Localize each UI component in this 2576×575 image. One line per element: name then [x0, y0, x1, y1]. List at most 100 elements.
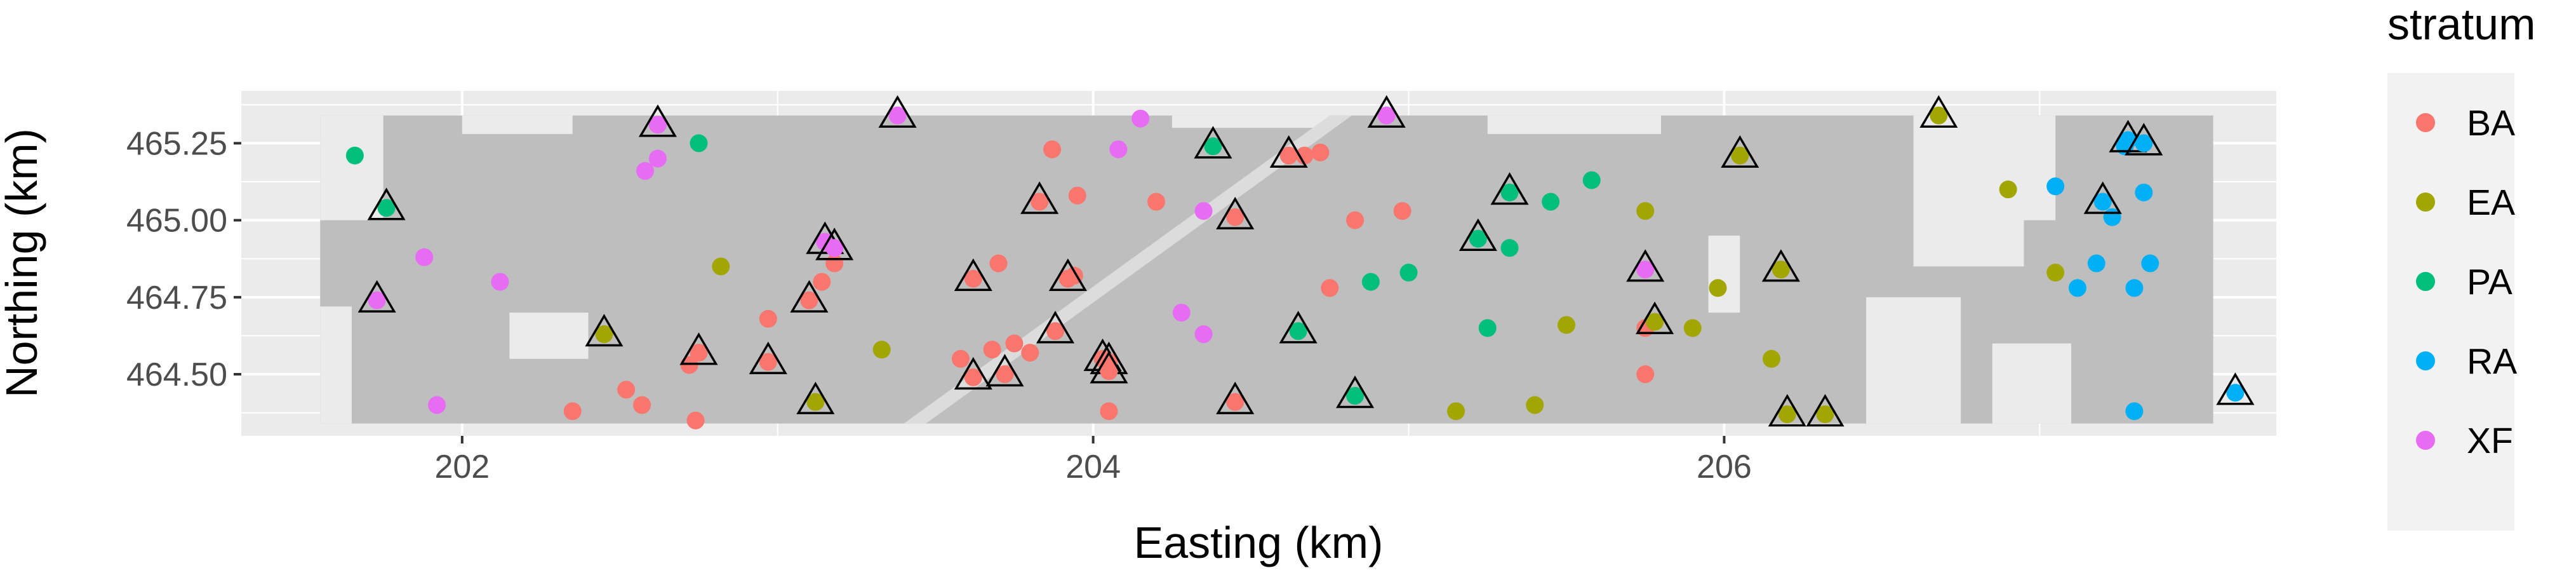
point-pa — [1361, 273, 1380, 291]
legend-key-pa — [2416, 272, 2435, 291]
point-ba — [690, 344, 708, 362]
x-tick-label: 202 — [434, 449, 490, 485]
triangle-marker — [1335, 375, 1375, 409]
region-gap — [1171, 115, 1330, 128]
point-pa — [1399, 264, 1418, 282]
legend-title: stratum — [2387, 0, 2535, 49]
point-ra — [2226, 384, 2245, 402]
point-pa — [1204, 137, 1222, 156]
x-axis-title: Easting (km) — [1134, 518, 1384, 567]
point-ba — [1021, 344, 1039, 362]
point-ea — [1526, 396, 1544, 414]
triangle-marker — [954, 356, 992, 390]
legend-label-ra: RA — [2467, 341, 2517, 382]
region-gap — [320, 115, 384, 220]
point-ea — [1999, 180, 2017, 199]
point-xf — [1194, 202, 1213, 220]
point-ba — [800, 291, 818, 309]
point-pa — [1582, 171, 1601, 189]
triangle-marker — [1768, 394, 1806, 427]
triangle-marker — [1458, 218, 1497, 251]
point-xf — [648, 116, 667, 134]
point-ra — [2093, 193, 2112, 211]
point-ba — [1046, 322, 1064, 341]
point-xf — [1377, 106, 1396, 125]
triangle-marker — [1919, 95, 1958, 128]
y-tick-label: 464.75 — [126, 280, 227, 316]
region-gap — [509, 313, 589, 359]
triangle-marker — [2125, 123, 2163, 156]
region-raster — [320, 115, 2213, 424]
triangle-marker — [2216, 372, 2255, 405]
triangle-marker — [1036, 311, 1075, 344]
point-xf — [415, 248, 434, 266]
point-ba — [964, 269, 982, 288]
y-tick-label: 465.25 — [126, 125, 227, 162]
point-xf — [428, 396, 446, 414]
region-gap — [2024, 115, 2056, 220]
point-ba — [1058, 269, 1077, 288]
triangle-marker — [2083, 181, 2122, 214]
triangle-marker — [1090, 351, 1128, 384]
point-ea — [2046, 264, 2065, 282]
point-xf — [636, 162, 655, 180]
point-ea — [1636, 202, 1655, 220]
point-ba — [1100, 362, 1118, 381]
point-ea — [595, 325, 613, 344]
point-ba — [680, 356, 698, 374]
triangle-marker — [815, 227, 854, 260]
point-ba — [989, 254, 1008, 273]
triangle-marker — [806, 221, 844, 254]
point-pa — [1469, 229, 1487, 248]
y-tick-label: 464.50 — [126, 356, 227, 393]
point-ba — [951, 349, 970, 368]
point-ra — [2135, 183, 2153, 201]
point-ba — [759, 353, 777, 371]
region-gap — [462, 115, 573, 134]
x-tick-label: 206 — [1697, 449, 1752, 485]
axis-ticks: 202 204 206 464.50 464.75 465.00 465.25 — [126, 125, 1752, 485]
point-ra — [2068, 279, 2086, 297]
point-ba — [1393, 202, 1411, 220]
triangle-marker — [1636, 301, 1674, 334]
legend-key-xf — [2416, 431, 2435, 450]
point-ba — [1031, 193, 1049, 211]
point-pa — [1542, 193, 1560, 211]
point-ba — [617, 381, 636, 399]
point-ba — [1636, 365, 1655, 384]
point-xf — [491, 273, 509, 291]
point-ea — [1778, 405, 1796, 424]
point-ba — [983, 341, 1001, 359]
y-axis-title: Northing (km) — [0, 128, 46, 398]
point-pa — [1500, 239, 1519, 257]
triangle-marker — [638, 104, 677, 137]
point-xf — [1194, 325, 1213, 344]
point-ra — [2125, 279, 2144, 297]
point-ra — [2087, 254, 2106, 273]
point-pa — [377, 199, 396, 217]
region-main — [320, 115, 1977, 424]
point-ea — [806, 393, 825, 411]
point-pa — [1346, 386, 1365, 405]
legend-label-pa: PA — [2467, 262, 2513, 302]
point-xf — [1109, 140, 1128, 159]
triangle-marker — [985, 354, 1024, 387]
triangle-marker — [1761, 249, 1800, 282]
legend-label-ea: EA — [2467, 182, 2515, 223]
point-ea — [1683, 319, 1702, 337]
point-ra — [2135, 134, 2153, 152]
point-ba — [825, 254, 844, 273]
point-xf — [1636, 260, 1655, 279]
point-ea — [1557, 316, 1575, 334]
triangle-marker — [1194, 126, 1232, 159]
point-ba — [813, 273, 831, 291]
point-pa — [690, 134, 708, 152]
triangle-marker — [1279, 311, 1318, 344]
point-ea — [1816, 405, 1834, 424]
legend-label-xf: XF — [2467, 421, 2513, 461]
triangle-marker — [1020, 181, 1059, 214]
triangle-marker — [1626, 249, 1665, 282]
point-xf — [825, 239, 844, 257]
point-ba — [1295, 146, 1314, 165]
